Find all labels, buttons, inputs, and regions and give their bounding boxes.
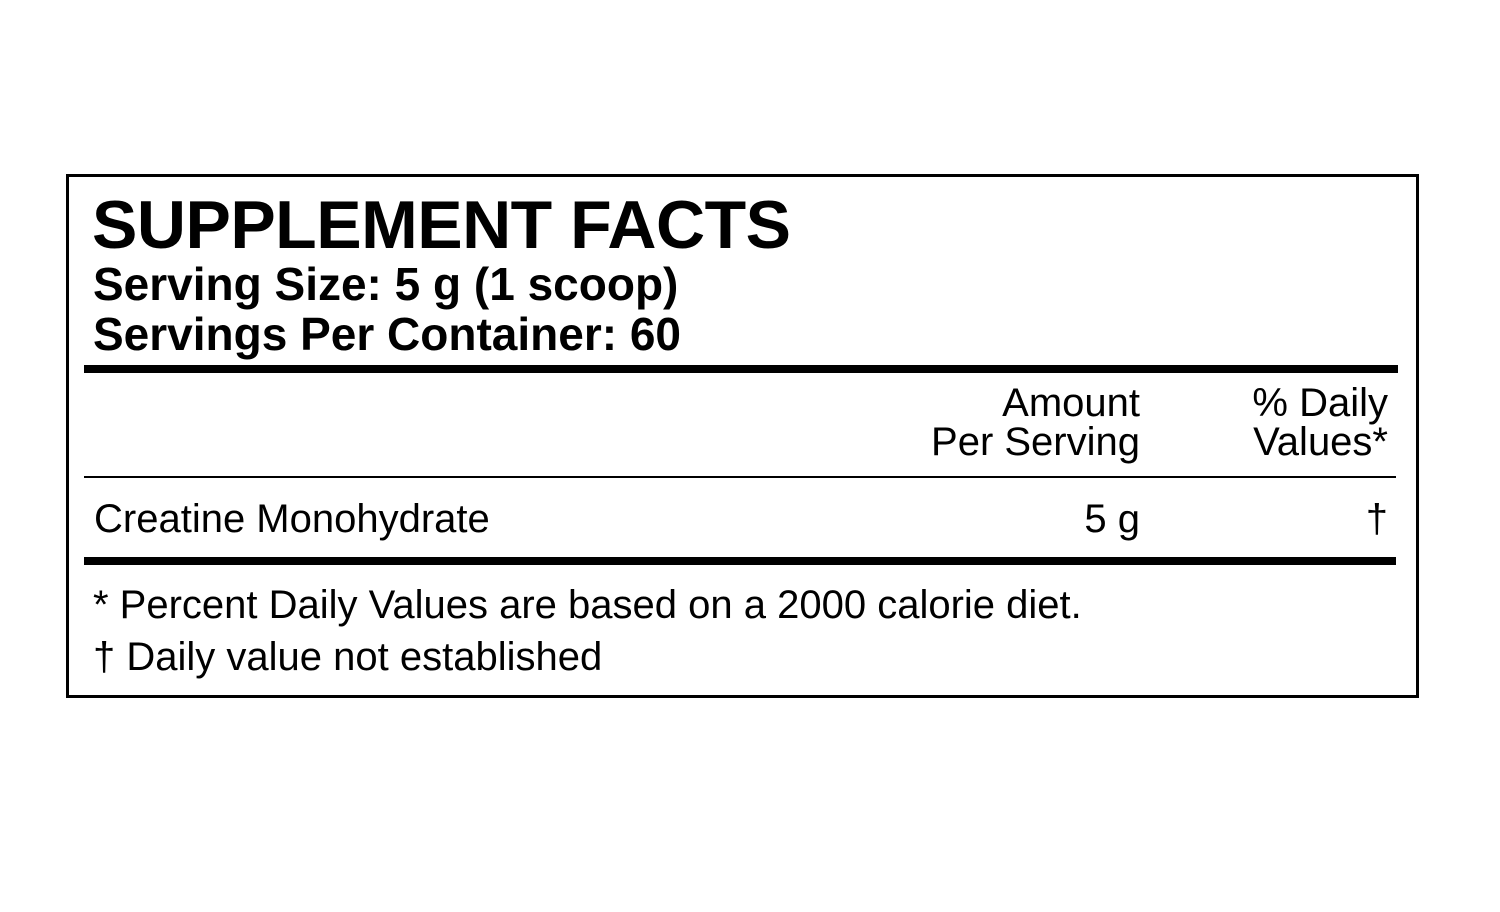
thick-divider [84, 365, 1398, 373]
supplement-facts-panel [66, 174, 1419, 698]
panel-title: SUPPLEMENT FACTS [92, 187, 791, 263]
amount-header-line2: Per Serving [931, 420, 1140, 464]
serving-size: Serving Size: 5 g (1 scoop) [93, 258, 679, 310]
thin-divider [84, 476, 1396, 478]
footnote-daily-values: * Percent Daily Values are based on a 20… [93, 583, 1082, 627]
footnote-not-established: † Daily value not established [93, 635, 603, 679]
thick-divider-bottom [84, 557, 1396, 565]
ingredient-daily-value: † [1365, 497, 1388, 541]
amount-header-line1: Amount [1002, 381, 1140, 425]
ingredient-amount: 5 g [1084, 497, 1140, 541]
daily-value-header-line1: % Daily [1252, 381, 1388, 425]
ingredient-name: Creatine Monohydrate [94, 497, 490, 541]
servings-per-container: Servings Per Container: 60 [93, 308, 681, 360]
daily-value-header-line2: Values* [1253, 420, 1388, 464]
